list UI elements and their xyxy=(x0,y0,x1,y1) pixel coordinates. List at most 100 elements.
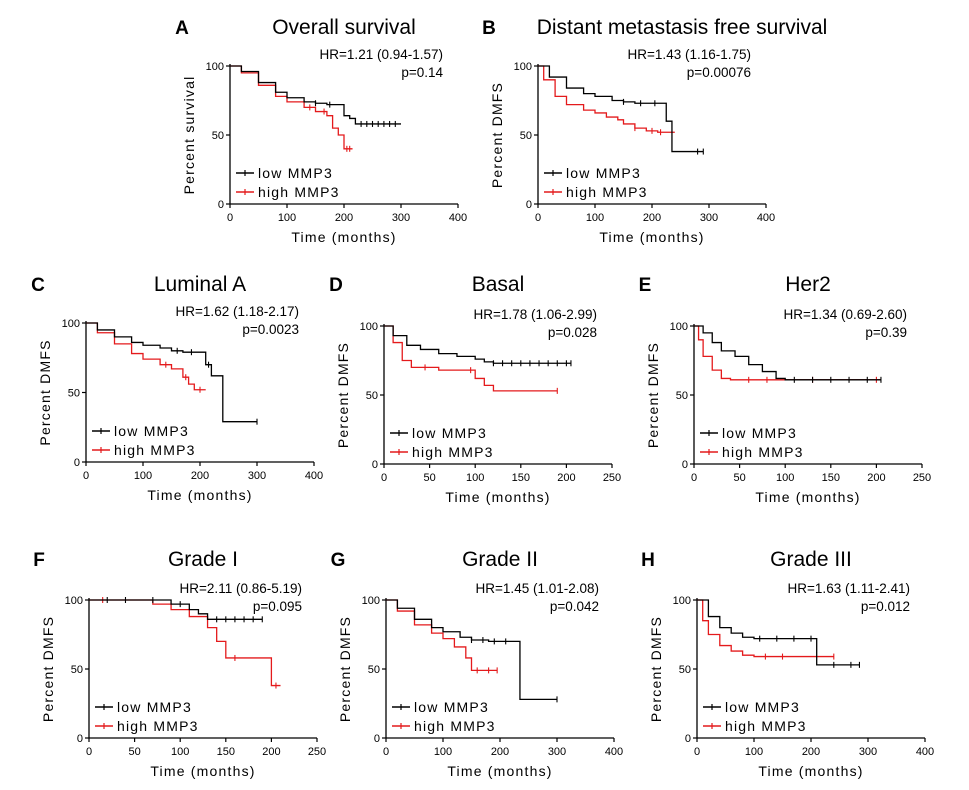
x-tick-label: 50 xyxy=(733,472,745,484)
panel-title: Grade I xyxy=(168,548,238,571)
x-tick-label: 0 xyxy=(535,212,541,224)
y-tick-label: 100 xyxy=(670,321,688,333)
survival-curve xyxy=(694,325,881,381)
legend-entry: high MMP3 xyxy=(566,184,648,200)
survival-curve xyxy=(86,322,206,391)
x-axis-label: Time (months) xyxy=(150,763,255,779)
x-tick-label: 0 xyxy=(227,212,233,224)
panel-letter: G xyxy=(331,550,346,571)
x-tick-label: 300 xyxy=(392,212,410,224)
hazard-ratio: HR=1.34 (0.69-2.60) xyxy=(784,307,907,322)
y-tick-label: 50 xyxy=(366,390,378,402)
legend-entry: high MMP3 xyxy=(722,444,804,460)
survival-curve xyxy=(386,599,498,672)
hazard-ratio: HR=1.43 (1.16-1.75) xyxy=(628,47,751,62)
x-tick-label: 100 xyxy=(171,746,189,758)
y-tick-label: 0 xyxy=(372,459,378,471)
x-axis-label: Time (months) xyxy=(755,489,860,505)
panel-title: Overall survival xyxy=(272,16,416,39)
x-tick-label: 400 xyxy=(916,746,934,758)
p-value: p=0.012 xyxy=(861,599,910,614)
y-axis-label: Percent DMFS xyxy=(37,339,53,445)
y-axis-label: Percent DMFS xyxy=(648,616,664,722)
y-axis-label: Percent DMFS xyxy=(335,342,351,448)
x-tick-label: 0 xyxy=(83,470,89,482)
legend-entry: high MMP3 xyxy=(114,442,196,458)
panel-f: F Grade I HR=2.11 (0.86-5.19) p=0.095 0 50 100… xyxy=(33,548,326,779)
y-tick-label: 0 xyxy=(218,199,224,211)
x-axis-label: Time (months) xyxy=(291,229,396,245)
x-tick-label: 200 xyxy=(557,472,575,484)
survival-curve xyxy=(230,65,401,125)
panel-e: E Her2 HR=1.34 (0.69-2.60) p=0.39 0 50 100 150 2… xyxy=(639,273,932,505)
survival-curve xyxy=(384,325,558,392)
y-tick-label: 50 xyxy=(212,130,224,142)
survival-curve xyxy=(89,599,263,620)
x-tick-label: 100 xyxy=(776,472,794,484)
legend-entry: high MMP3 xyxy=(725,718,807,734)
p-value: p=0.39 xyxy=(865,325,907,340)
x-tick-label: 400 xyxy=(449,212,467,224)
x-tick-label: 400 xyxy=(757,212,775,224)
series-low xyxy=(230,65,401,127)
x-tick-label: 300 xyxy=(548,746,566,758)
legend-entry: low MMP3 xyxy=(566,165,641,181)
x-tick-label: 0 xyxy=(691,472,697,484)
survival-curve xyxy=(694,325,881,381)
y-tick-label: 50 xyxy=(368,664,380,676)
p-value: p=0.00076 xyxy=(687,65,751,80)
y-axis-label: Percent survival xyxy=(181,76,197,195)
hazard-ratio: HR=1.78 (1.06-2.99) xyxy=(474,307,597,322)
legend-entry: low MMP3 xyxy=(117,699,192,715)
panel-letter: C xyxy=(31,275,45,296)
x-tick-label: 200 xyxy=(802,746,820,758)
panel-title: Basal xyxy=(472,273,525,296)
survival-curve xyxy=(386,599,557,701)
p-value: p=0.0023 xyxy=(242,322,299,337)
panel-g: G Grade II HR=1.45 (1.01-2.08) p=0.042 0 100 2… xyxy=(331,548,624,779)
panel-title: Her2 xyxy=(785,273,831,296)
y-tick-label: 50 xyxy=(679,664,691,676)
x-tick-label: 300 xyxy=(859,746,877,758)
x-tick-label: 200 xyxy=(191,470,209,482)
series-high xyxy=(86,322,206,393)
y-tick-label: 100 xyxy=(65,595,83,607)
hazard-ratio: HR=1.45 (1.01-2.08) xyxy=(476,581,599,596)
legend-entry: low MMP3 xyxy=(722,425,797,441)
y-tick-label: 50 xyxy=(520,130,532,142)
x-tick-label: 0 xyxy=(381,472,387,484)
x-tick-label: 150 xyxy=(512,472,530,484)
y-axis-label: Percent DMFS xyxy=(489,82,505,188)
panel-d: D Basal HR=1.78 (1.06-2.99) p=0.028 0 50 100 15… xyxy=(329,273,621,505)
legend-entry: high MMP3 xyxy=(117,718,199,734)
x-tick-label: 300 xyxy=(248,470,266,482)
y-tick-label: 0 xyxy=(682,459,688,471)
y-tick-label: 100 xyxy=(206,61,224,73)
survival-curve xyxy=(538,65,675,133)
x-tick-label: 0 xyxy=(86,746,92,758)
panel-title: Grade II xyxy=(462,548,538,571)
legend-entry: high MMP3 xyxy=(412,444,494,460)
y-tick-label: 100 xyxy=(362,595,380,607)
y-axis-label: Percent DMFS xyxy=(337,616,353,722)
series-low xyxy=(86,322,258,425)
y-tick-label: 100 xyxy=(360,321,378,333)
x-tick-label: 150 xyxy=(822,472,840,484)
x-tick-label: 100 xyxy=(134,470,152,482)
series-high xyxy=(538,65,675,136)
x-tick-label: 200 xyxy=(867,472,885,484)
panel-a: A Overall survival HR=1.21 (0.94-1.57) p=0.… xyxy=(175,16,467,245)
p-value: p=0.042 xyxy=(550,599,599,614)
x-axis-label: Time (months) xyxy=(758,763,863,779)
series-low xyxy=(386,599,558,703)
legend-entry: low MMP3 xyxy=(725,699,800,715)
x-tick-label: 50 xyxy=(128,746,140,758)
survival-curve xyxy=(384,325,571,364)
legend-entry: low MMP3 xyxy=(412,425,487,441)
survival-curve xyxy=(89,599,281,687)
series-high xyxy=(384,325,558,394)
hazard-ratio: HR=1.21 (0.94-1.57) xyxy=(320,47,443,62)
x-tick-label: 250 xyxy=(603,472,621,484)
panel-letter: D xyxy=(329,275,343,296)
